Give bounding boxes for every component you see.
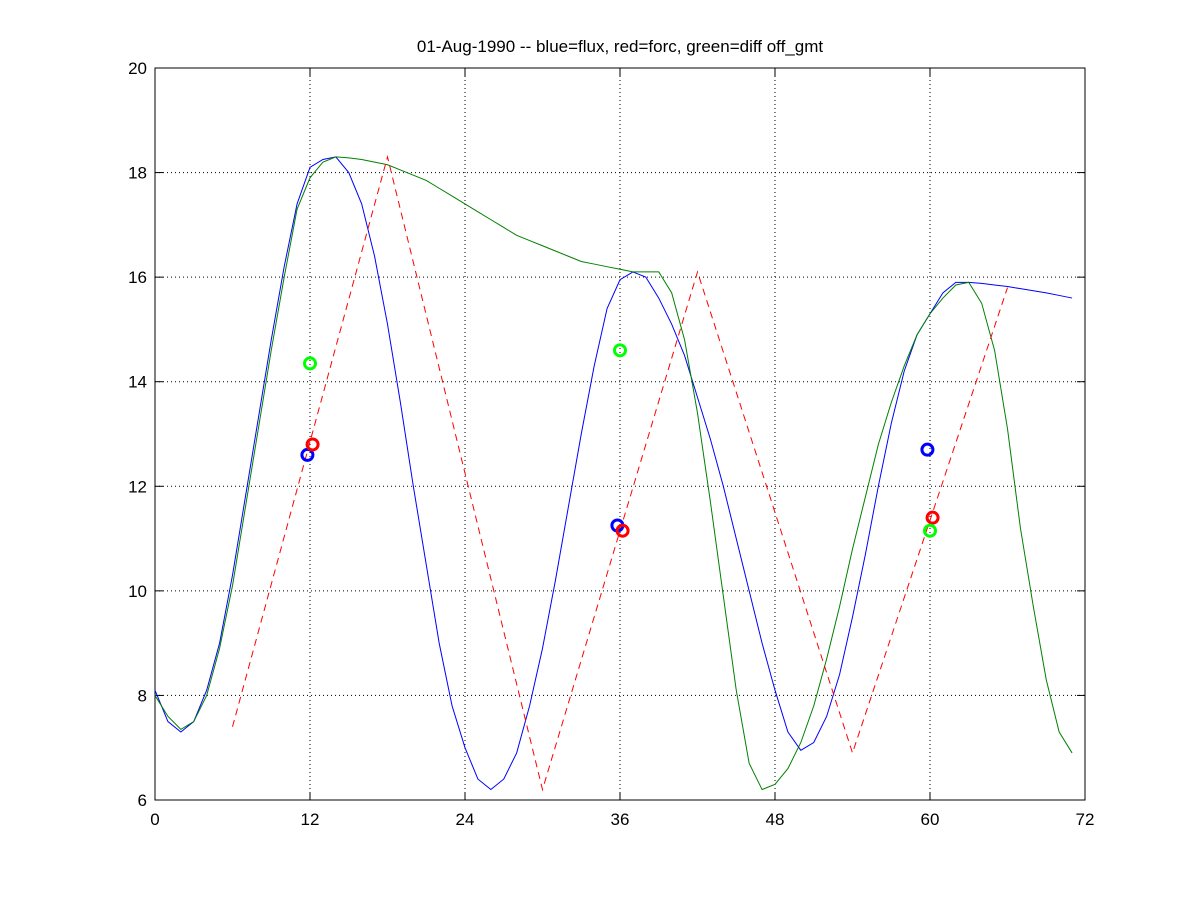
y-tick-label: 12 — [128, 477, 147, 496]
x-tick-label: 36 — [611, 810, 630, 829]
y-tick-label: 10 — [128, 582, 147, 601]
marker — [615, 523, 630, 538]
marker — [300, 447, 315, 462]
marker — [923, 523, 937, 538]
y-tick-label: 20 — [128, 59, 147, 78]
y-tick-label: 8 — [138, 686, 147, 705]
x-tick-label: 24 — [456, 810, 475, 829]
x-tick-label: 48 — [766, 810, 785, 829]
x-tick-label: 72 — [1076, 810, 1095, 829]
marker — [303, 356, 317, 371]
marker — [920, 442, 935, 457]
series-line — [154, 156, 1073, 791]
y-tick-label: 14 — [128, 373, 147, 392]
y-tick-label: 16 — [128, 268, 147, 287]
marker — [305, 437, 320, 452]
chart-title: 01-Aug-1990 -- blue=flux, red=forc, gree… — [417, 37, 823, 56]
x-tick-label: 0 — [150, 810, 159, 829]
y-tick-label: 18 — [128, 164, 147, 183]
x-tick-label: 12 — [301, 810, 320, 829]
x-tick-label: 60 — [921, 810, 940, 829]
plot-frame — [154, 67, 1086, 801]
y-tick-label: 6 — [138, 791, 147, 810]
marker — [925, 510, 940, 525]
marker — [613, 343, 627, 358]
